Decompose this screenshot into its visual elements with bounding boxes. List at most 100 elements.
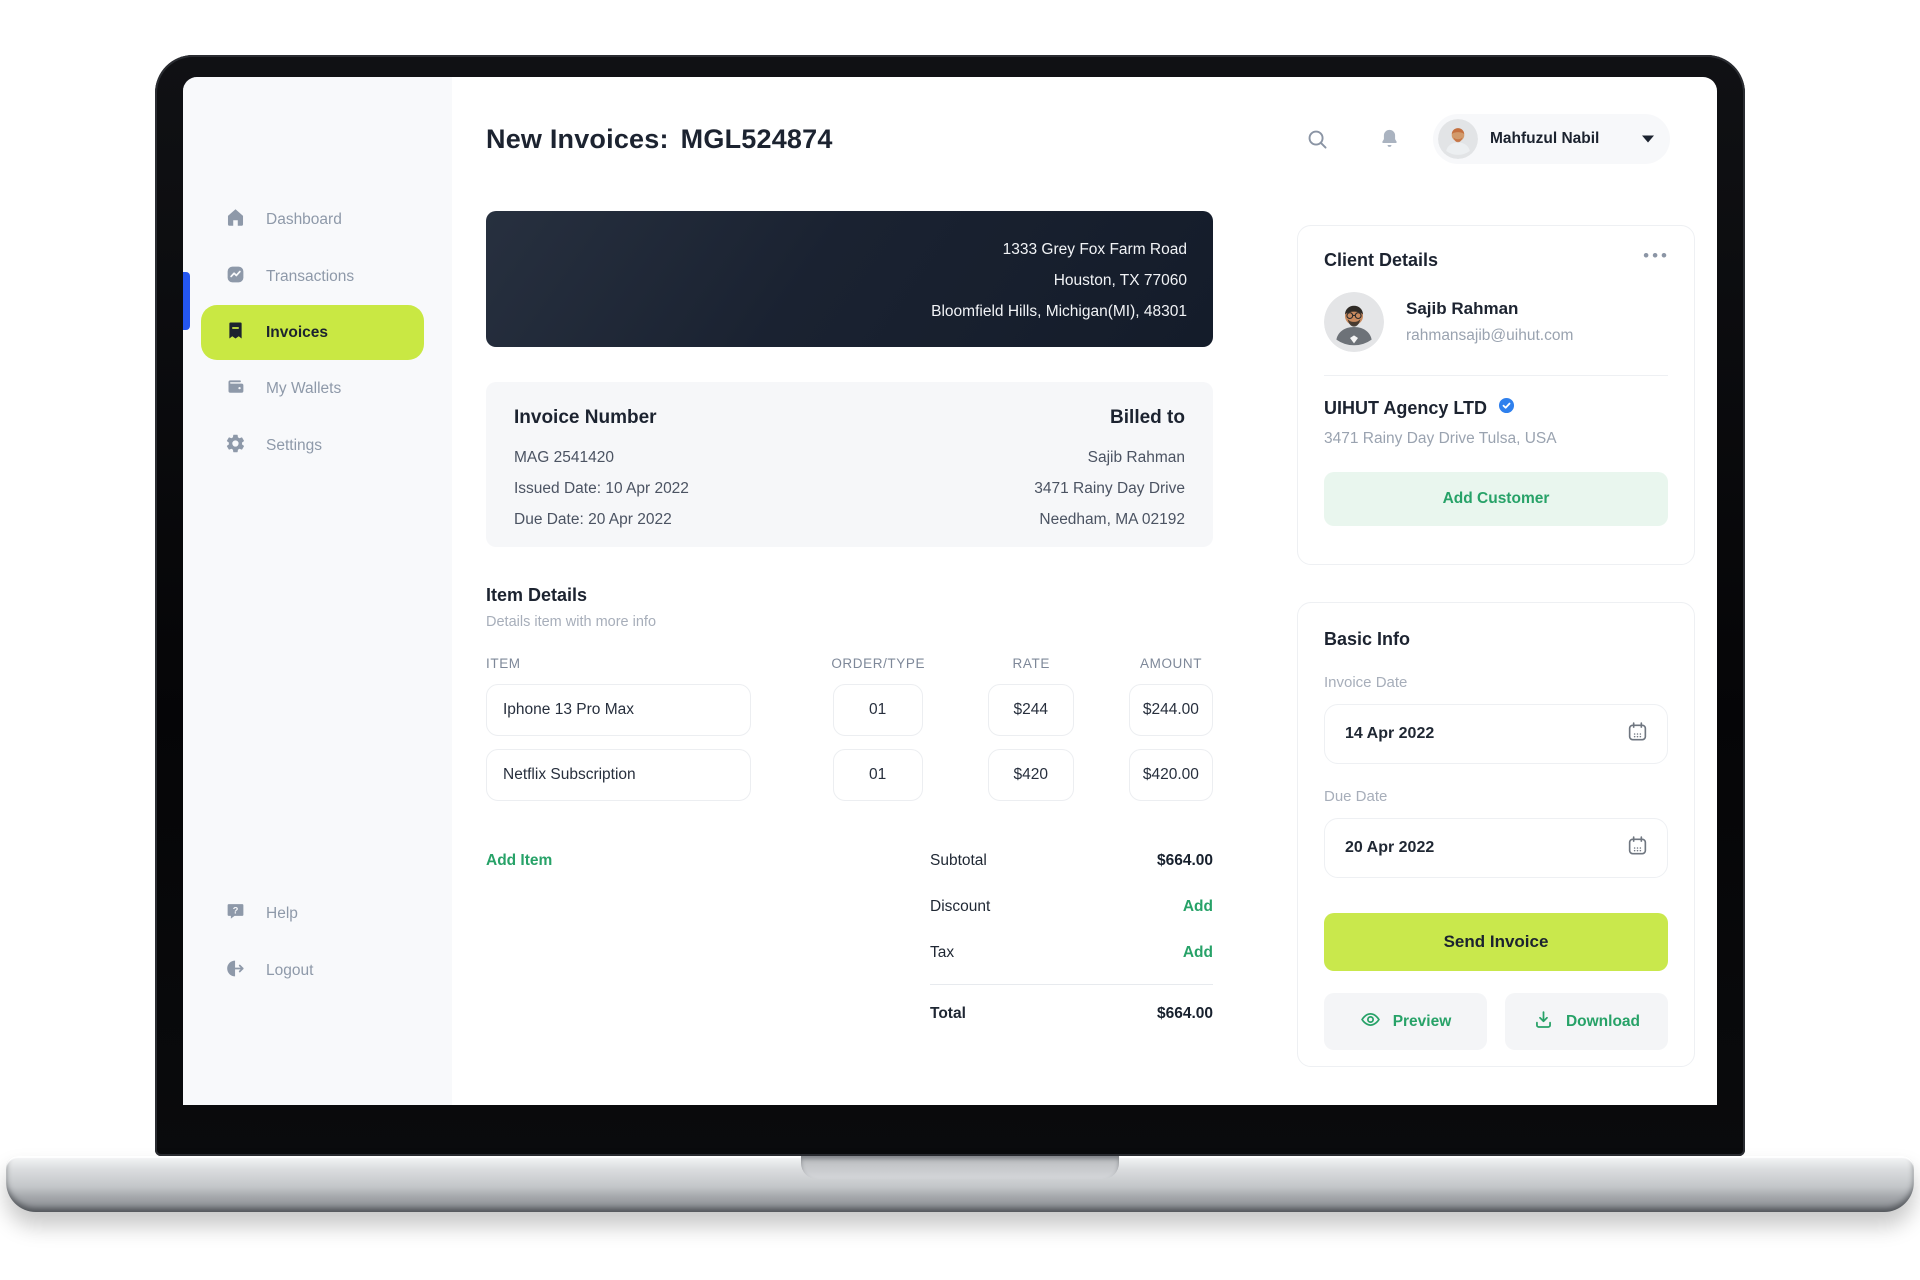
summary-zone: Add Item Subtotal $664.00 Discount Add T…: [486, 838, 1213, 1037]
invoice-date-value: 14 Apr 2022: [1345, 725, 1435, 742]
tax-label: Tax: [930, 944, 955, 961]
billed-to-name: Sajib Rahman: [1087, 449, 1185, 466]
sidebar-item-settings[interactable]: Settings: [183, 417, 452, 474]
col-item: ITEM: [486, 656, 521, 671]
billed-to-street: 3471 Rainy Day Drive: [1034, 480, 1185, 497]
invoice-date-label: Invoice Date: [1324, 674, 1408, 691]
company-address-line: 1333 Grey Fox Farm Road: [1002, 241, 1187, 258]
table-row: Iphone 13 Pro Max 01 $244 $244.00: [486, 684, 1213, 736]
amount-input[interactable]: $420.00: [1128, 749, 1213, 801]
col-rate: RATE: [1012, 656, 1050, 671]
search-icon[interactable]: [1306, 128, 1329, 156]
due-date-value: 20 Apr 2022: [1345, 839, 1435, 856]
gear-icon: [225, 433, 246, 459]
send-invoice-button[interactable]: Send Invoice: [1324, 913, 1668, 971]
agency-row: UIHUT Agency LTD: [1324, 396, 1668, 420]
amount-input[interactable]: $244.00: [1128, 684, 1213, 736]
company-address-line: Houston, TX 77060: [1053, 272, 1187, 289]
sidebar-item-label: Dashboard: [266, 210, 342, 228]
notification-bell-icon[interactable]: [1379, 127, 1400, 156]
sidebar-item-label: My Wallets: [266, 379, 342, 397]
subtotal-label: Subtotal: [930, 852, 987, 869]
due-date-input[interactable]: 20 Apr 2022: [1324, 818, 1668, 878]
sidebar-item-logout[interactable]: Logout: [183, 942, 452, 999]
laptop-screen-bezel: Dashboard Transactions Invoices My Walle…: [155, 55, 1745, 1156]
total-row: Total $664.00: [930, 991, 1213, 1037]
add-item-link[interactable]: Add Item: [486, 852, 553, 869]
company-address-card: 1333 Grey Fox Farm Road Houston, TX 7706…: [486, 211, 1213, 347]
client-email: rahmansajib@uihut.com: [1406, 327, 1574, 344]
sidebar-item-label: Settings: [266, 436, 323, 454]
sidebar-item-help[interactable]: ? Help: [183, 885, 452, 942]
rate-input[interactable]: $244: [987, 684, 1074, 736]
order-input[interactable]: 01: [832, 684, 923, 736]
total-label: Total: [930, 1005, 966, 1022]
divider: [1324, 375, 1668, 376]
item-name-input[interactable]: Netflix Subscription: [486, 749, 751, 801]
item-details-subtitle: Details item with more info: [486, 614, 657, 630]
download-button[interactable]: Download: [1505, 993, 1668, 1050]
calendar-icon: [1626, 720, 1649, 748]
tax-add-link[interactable]: Add: [1182, 944, 1213, 961]
laptop-base-notch: [801, 1156, 1119, 1179]
subtotal-value: $664.00: [1156, 852, 1213, 869]
page-title-prefix: New Invoices:: [486, 124, 669, 154]
total-value: $664.00: [1156, 1005, 1213, 1022]
order-input[interactable]: 01: [832, 749, 923, 801]
subtotal-row: Subtotal $664.00: [930, 838, 1213, 884]
client-name: Sajib Rahman: [1406, 299, 1519, 318]
discount-add-link[interactable]: Add: [1182, 898, 1213, 915]
help-icon: ?: [225, 901, 246, 927]
page-title: New Invoices: MGL524874: [486, 122, 1297, 156]
client-avatar: [1324, 292, 1384, 352]
totals-block: Subtotal $664.00 Discount Add Tax Add: [930, 838, 1213, 1037]
right-panel: Mahfuzul Nabil Client Details ••• Sajib …: [1297, 77, 1717, 1105]
due-date: Due Date: 20 Apr 2022: [514, 511, 672, 528]
basic-info-card: Basic Info Invoice Date 14 Apr 2022 Due …: [1297, 602, 1695, 1067]
invoice-date-input[interactable]: 14 Apr 2022: [1324, 704, 1668, 764]
download-label: Download: [1565, 1012, 1641, 1030]
company-address-line: Bloomfield Hills, Michigan(MI), 48301: [931, 303, 1187, 320]
billed-to-title: Billed to: [1110, 407, 1185, 428]
verified-badge-icon: [1497, 396, 1516, 420]
preview-button[interactable]: Preview: [1324, 993, 1487, 1050]
sidebar-item-my-wallets[interactable]: My Wallets: [183, 360, 452, 417]
item-name-input[interactable]: Iphone 13 Pro Max: [486, 684, 751, 736]
sidebar-nav: Dashboard Transactions Invoices My Walle…: [183, 77, 452, 474]
add-customer-button[interactable]: Add Customer: [1324, 472, 1668, 526]
client-details-card: Client Details ••• Sajib Rahman rahmansa…: [1297, 225, 1695, 565]
wallet-icon: [225, 376, 246, 402]
sidebar-item-label: Help: [266, 904, 298, 922]
items-table-header: ITEM ORDER/TYPE RATE AMOUNT: [486, 656, 1213, 671]
sidebar-item-transactions[interactable]: Transactions: [183, 248, 452, 305]
issued-date: Issued Date: 10 Apr 2022: [514, 480, 689, 497]
more-options-icon[interactable]: •••: [1643, 246, 1670, 265]
rate-input[interactable]: $420: [987, 749, 1074, 801]
sidebar-item-dashboard[interactable]: Dashboard: [183, 191, 452, 248]
tax-row: Tax Add: [930, 930, 1213, 976]
invoice-number-value: MAG 2541420: [514, 449, 614, 466]
user-avatar: [1438, 119, 1478, 159]
download-icon: [1533, 1009, 1554, 1035]
invoices-icon: [225, 320, 246, 346]
item-details-title: Item Details: [486, 585, 588, 605]
sidebar-item-label: Logout: [266, 961, 314, 979]
invoice-id: MGL524874: [680, 124, 833, 154]
transactions-icon: [225, 264, 246, 290]
basic-info-title: Basic Info: [1324, 629, 1411, 649]
sidebar: Dashboard Transactions Invoices My Walle…: [183, 77, 452, 1105]
sidebar-footer: ? Help Logout: [183, 885, 452, 1105]
user-menu[interactable]: Mahfuzul Nabil: [1433, 114, 1670, 164]
discount-row: Discount Add: [930, 884, 1213, 930]
sidebar-item-invoices[interactable]: Invoices: [201, 305, 424, 360]
main-content: New Invoices: MGL524874 1333 Grey Fox Far…: [452, 77, 1297, 1105]
calendar-icon: [1626, 834, 1649, 862]
col-order-type: ORDER/TYPE: [831, 656, 926, 671]
logout-icon: [225, 958, 246, 984]
sidebar-item-label: Transactions: [266, 267, 355, 285]
invoice-meta-left: MAG 2541420 Issued Date: 10 Apr 2022 Due…: [514, 442, 689, 535]
due-date-label: Due Date: [1324, 788, 1388, 805]
billed-to-block: Sajib Rahman 3471 Rainy Day Drive Needha…: [1034, 442, 1185, 535]
active-indicator: [183, 272, 190, 330]
